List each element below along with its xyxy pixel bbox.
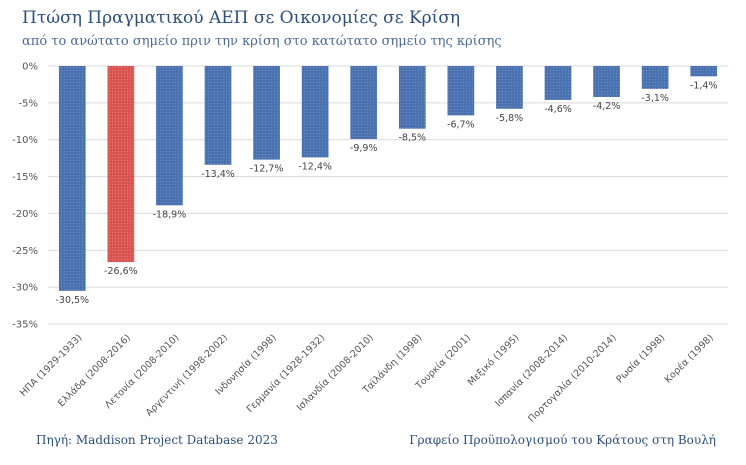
data-label: -3,1% xyxy=(641,93,669,104)
data-label: -6,7% xyxy=(447,119,475,130)
bar xyxy=(690,66,718,77)
bar xyxy=(253,66,280,160)
data-label: -1,4% xyxy=(690,80,718,91)
bar xyxy=(204,66,232,165)
x-tick-label: Πορτογαλία (2010-2014) xyxy=(526,332,618,424)
bar xyxy=(398,66,426,129)
data-label: -12,4% xyxy=(298,161,332,172)
bar xyxy=(107,66,135,263)
x-axis: ΗΠΑ (1929-1933)Ελλάδα (2008-2016)Λετονία… xyxy=(18,332,716,424)
y-tick-label: -20% xyxy=(12,209,38,220)
chart-subtitle: από το ανώτατο σημείο πριν την κρίση στο… xyxy=(22,34,502,49)
bar xyxy=(447,66,475,116)
data-label: -8,5% xyxy=(398,133,426,144)
data-label: -13,4% xyxy=(201,169,235,180)
x-tick-label: Γερμανία (1928-1932) xyxy=(245,332,328,415)
bar xyxy=(496,66,523,109)
bar xyxy=(301,66,329,158)
data-label: -26,6% xyxy=(104,266,138,277)
y-tick-label: -30% xyxy=(12,283,38,294)
x-tick-label: Μεξικό (1995) xyxy=(466,332,522,388)
x-tick-label: Κορέα (1998) xyxy=(663,332,716,385)
y-tick-label: -35% xyxy=(12,320,38,331)
source-text: Maddison Project Database 2023 xyxy=(75,433,278,447)
publisher-note: Γραφείο Προϋπολογισμού του Κράτους στη Β… xyxy=(409,433,716,447)
bar xyxy=(58,66,86,291)
y-tick-label: -5% xyxy=(19,98,38,109)
data-label: -4,2% xyxy=(593,101,621,112)
y-tick-label: -25% xyxy=(12,246,38,257)
source-note: Πηγή: Maddison Project Database 2023 xyxy=(36,433,278,447)
y-tick-label: -10% xyxy=(12,135,38,146)
data-label: -18,9% xyxy=(153,209,187,220)
bar xyxy=(641,66,669,89)
data-label: -30,5% xyxy=(55,295,89,306)
bar xyxy=(593,66,620,97)
data-labels: -30,5% -26,6% -18,9% -13,4% -12,7% -12,4% -9,9… xyxy=(55,80,717,306)
data-label: -4,6% xyxy=(544,104,572,115)
source-label: Πηγή: xyxy=(36,433,73,447)
data-label: -9,9% xyxy=(350,143,378,154)
y-axis: 0% -5% -10% -15% -20% -25% -30% -35% xyxy=(12,62,38,331)
data-label: -5,8% xyxy=(496,113,524,124)
x-tick-label: Ρωσία (1998) xyxy=(614,332,667,385)
data-label: -12,7% xyxy=(250,164,284,175)
chart-title: Πτώση Πραγματικού ΑΕΠ σε Οικονομίες σε Κ… xyxy=(22,8,461,28)
bar xyxy=(156,66,183,206)
gridlines xyxy=(48,65,728,325)
x-tick-label: Αργεντινή (1998-2002) xyxy=(144,332,230,418)
y-tick-label: 0% xyxy=(22,62,38,73)
bar xyxy=(544,66,572,100)
y-tick-label: -15% xyxy=(12,172,38,183)
bars xyxy=(58,66,718,291)
bar xyxy=(350,66,378,139)
